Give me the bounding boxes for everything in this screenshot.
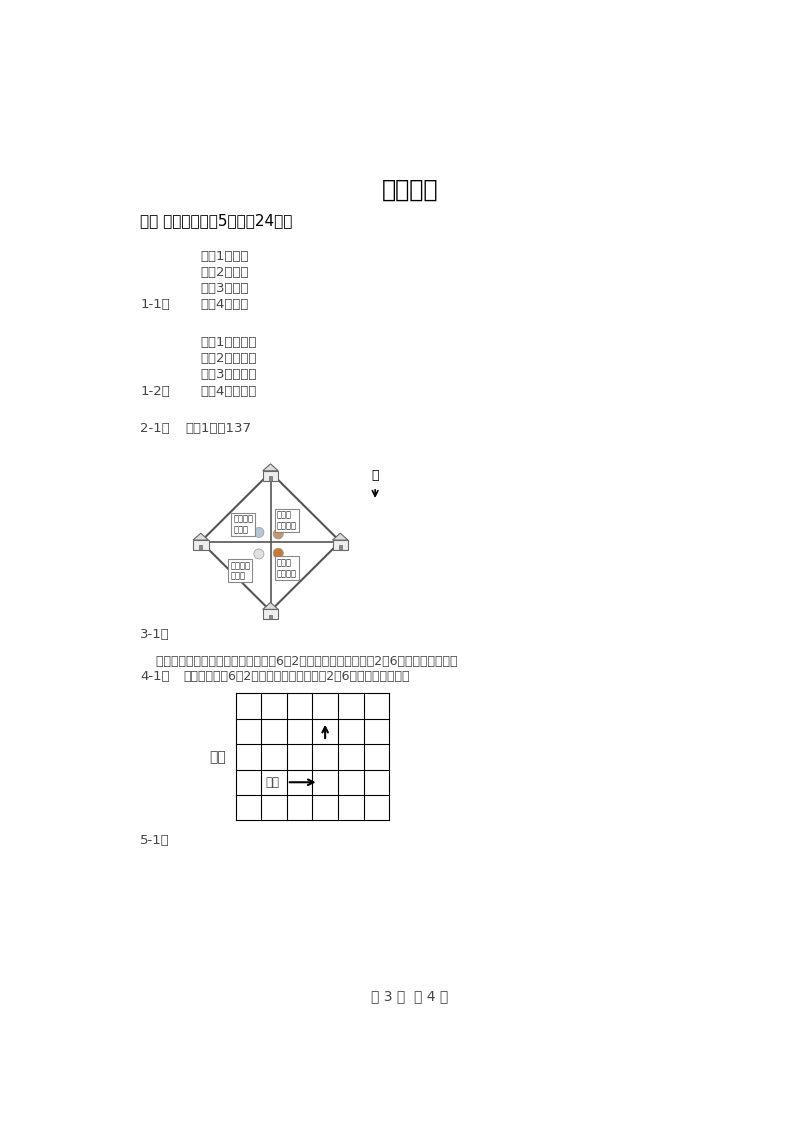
Bar xyxy=(269,477,272,481)
Bar xyxy=(338,546,342,550)
Text: 1-1、: 1-1、 xyxy=(140,299,170,311)
Text: 5-1、: 5-1、 xyxy=(140,834,170,847)
Ellipse shape xyxy=(274,529,283,539)
Polygon shape xyxy=(333,533,348,540)
Text: 【第3空】西南: 【第3空】西南 xyxy=(201,368,258,381)
Text: 北: 北 xyxy=(371,470,379,482)
Ellipse shape xyxy=(254,549,264,559)
Text: 【第1空】137: 【第1空】137 xyxy=(186,422,251,436)
Text: 参考答案: 参考答案 xyxy=(382,178,438,203)
Bar xyxy=(193,540,209,550)
Text: 4-1、: 4-1、 xyxy=(140,670,170,684)
Text: 我守在东
北方。: 我守在东 北方。 xyxy=(234,515,254,534)
Bar xyxy=(333,540,348,550)
Text: 小明: 小明 xyxy=(265,775,279,789)
Ellipse shape xyxy=(274,548,283,558)
Text: 2-1、: 2-1、 xyxy=(140,422,170,436)
Text: 解：: 解： xyxy=(210,749,226,764)
Polygon shape xyxy=(193,533,209,540)
Bar xyxy=(262,471,278,481)
Text: 一、 辨认方向（共5题；共24分）: 一、 辨认方向（共5题；共24分） xyxy=(140,213,293,228)
Bar xyxy=(269,615,272,619)
Text: 【第1空】西北: 【第1空】西北 xyxy=(201,336,258,349)
Text: 第 3 页  共 4 页: 第 3 页 共 4 页 xyxy=(371,989,449,1003)
Bar xyxy=(199,546,202,550)
Text: 【第2空】东北: 【第2空】东北 xyxy=(201,352,258,366)
Text: 我守在
西南方。: 我守在 西南方。 xyxy=(277,558,297,578)
Text: 【第2空】北: 【第2空】北 xyxy=(201,266,250,278)
Text: 我守在南
北方。: 我守在南 北方。 xyxy=(230,560,250,581)
Ellipse shape xyxy=(254,528,264,538)
Polygon shape xyxy=(262,602,278,609)
Text: 答：不同，（6，2）表示的是电影院，（2，6）表示的是商店。: 答：不同，（6，2）表示的是电影院，（2，6）表示的是商店。 xyxy=(183,670,410,684)
Polygon shape xyxy=(262,464,278,471)
Text: 1-2、: 1-2、 xyxy=(140,385,170,397)
Text: 【第3空】南: 【第3空】南 xyxy=(201,282,250,295)
Text: 根据数对与位置的定义可以知道，（6，2）表示的是电影院，（2，6）表示的是商店。: 根据数对与位置的定义可以知道，（6，2）表示的是电影院，（2，6）表示的是商店。 xyxy=(140,654,458,668)
Bar xyxy=(262,609,278,619)
Text: 【第4空】西: 【第4空】西 xyxy=(201,299,249,311)
Text: 【第1空】东: 【第1空】东 xyxy=(201,250,250,263)
Text: 3-1、: 3-1、 xyxy=(140,628,170,641)
Text: 我守在
东南方。: 我守在 东南方。 xyxy=(277,511,297,530)
Text: 【第4空】东南: 【第4空】东南 xyxy=(201,385,257,397)
